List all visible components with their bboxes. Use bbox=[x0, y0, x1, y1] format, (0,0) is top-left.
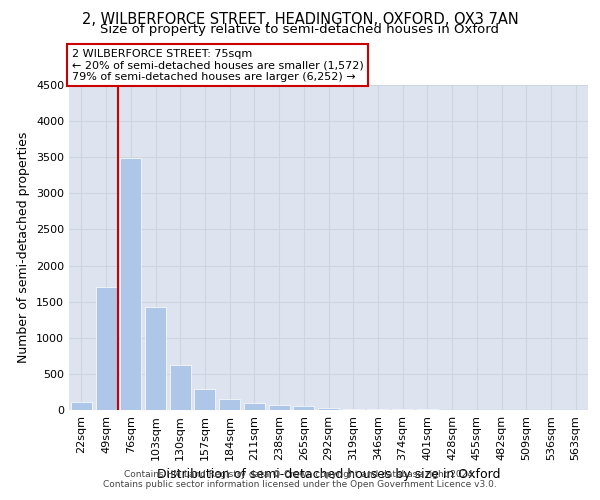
Text: Contains public sector information licensed under the Open Government Licence v3: Contains public sector information licen… bbox=[103, 480, 497, 489]
Bar bbox=[170, 365, 191, 410]
Bar bbox=[343, 408, 364, 410]
Text: Contains HM Land Registry data © Crown copyright and database right 2024.: Contains HM Land Registry data © Crown c… bbox=[124, 470, 476, 479]
X-axis label: Distribution of semi-detached houses by size in Oxford: Distribution of semi-detached houses by … bbox=[157, 468, 500, 481]
Bar bbox=[194, 390, 215, 410]
Bar bbox=[367, 409, 388, 410]
Bar bbox=[71, 402, 92, 410]
Y-axis label: Number of semi-detached properties: Number of semi-detached properties bbox=[17, 132, 31, 363]
Text: Size of property relative to semi-detached houses in Oxford: Size of property relative to semi-detach… bbox=[101, 22, 499, 36]
Bar bbox=[293, 406, 314, 410]
Bar bbox=[244, 403, 265, 410]
Text: 2, WILBERFORCE STREET, HEADINGTON, OXFORD, OX3 7AN: 2, WILBERFORCE STREET, HEADINGTON, OXFOR… bbox=[82, 12, 518, 28]
Bar bbox=[145, 308, 166, 410]
Bar bbox=[120, 158, 141, 410]
Bar bbox=[219, 399, 240, 410]
Bar bbox=[318, 408, 339, 410]
Bar bbox=[269, 405, 290, 410]
Text: 2 WILBERFORCE STREET: 75sqm
← 20% of semi-detached houses are smaller (1,572)
79: 2 WILBERFORCE STREET: 75sqm ← 20% of sem… bbox=[71, 48, 364, 82]
Bar bbox=[95, 287, 116, 410]
